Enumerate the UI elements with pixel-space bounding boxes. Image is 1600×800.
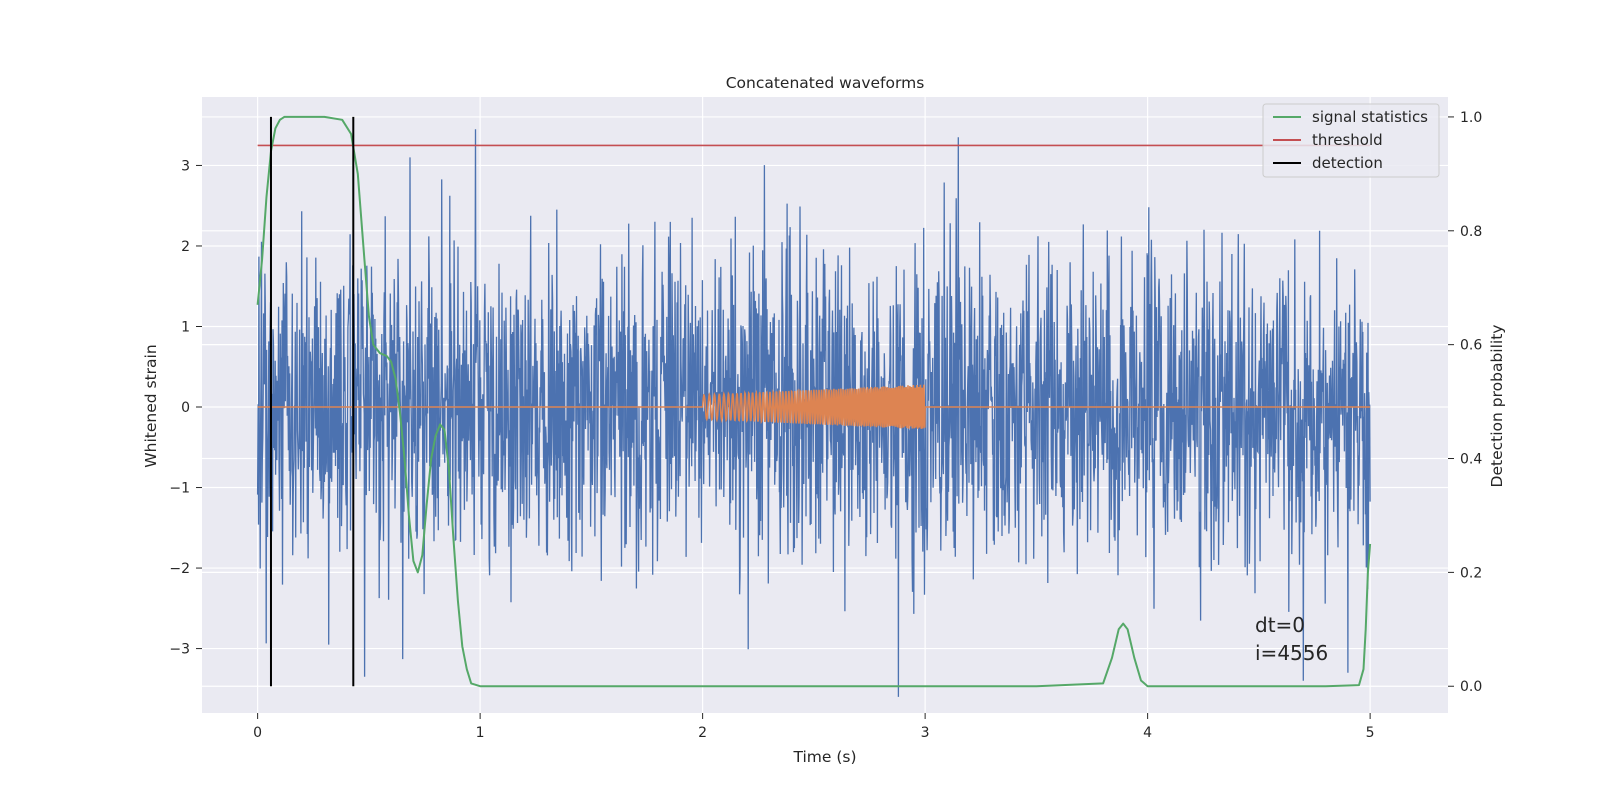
x-tick-label: 3 (921, 725, 930, 741)
x-tick-label: 4 (1143, 725, 1152, 741)
annotation-dt: dt=0 (1255, 613, 1305, 637)
data-layer (256, 115, 1372, 697)
chart-title: Concatenated waveforms (726, 74, 925, 92)
x-tick-label: 0 (253, 725, 262, 741)
y-tick-label: 0 (181, 400, 190, 416)
y-tick-label: 2 (181, 239, 190, 255)
legend-label-signal-statistics: signal statistics (1312, 108, 1428, 126)
y2-axis-label: Detection probability (1488, 325, 1506, 488)
y-tick-label: 1 (181, 319, 190, 335)
y-tick-label: −2 (169, 561, 190, 577)
y-tick-label: −3 (169, 642, 190, 658)
x-tick-label: 5 (1366, 725, 1375, 741)
y2-tick-label: 0.2 (1460, 565, 1482, 581)
y2-tick-label: 0.4 (1460, 452, 1482, 468)
y-axis-right: 1.0 0.8 0.6 0.4 0.2 0.0 (1448, 110, 1482, 695)
signal-statistics-line (256, 115, 1372, 688)
y2-tick-label: 1.0 (1460, 110, 1482, 126)
x-tick-label: 2 (698, 725, 707, 741)
x-tick-label: 1 (476, 725, 485, 741)
y2-tick-label: 0.8 (1460, 224, 1482, 240)
whitened-strain-line (256, 129, 1371, 697)
y-tick-label: 3 (181, 158, 190, 174)
x-axis: 0 1 2 3 4 5 (253, 713, 1375, 741)
y-tick-label: −1 (169, 481, 190, 497)
annotation-i: i=4556 (1255, 641, 1328, 665)
y2-tick-label: 0.6 (1460, 338, 1482, 354)
y2-tick-label: 0.0 (1460, 679, 1482, 695)
legend-label-detection: detection (1312, 154, 1383, 172)
injected-waveform-line (257, 384, 1371, 429)
legend-box (1262, 103, 1440, 178)
legend: signal statistics threshold detection (1262, 103, 1440, 178)
legend-label-threshold: threshold (1312, 131, 1383, 149)
y-axis-label: Whitened strain (142, 344, 160, 467)
x-axis-label: Time (s) (792, 748, 856, 766)
y-axis-left: 3 2 1 0 −1 −2 −3 (169, 158, 202, 658)
